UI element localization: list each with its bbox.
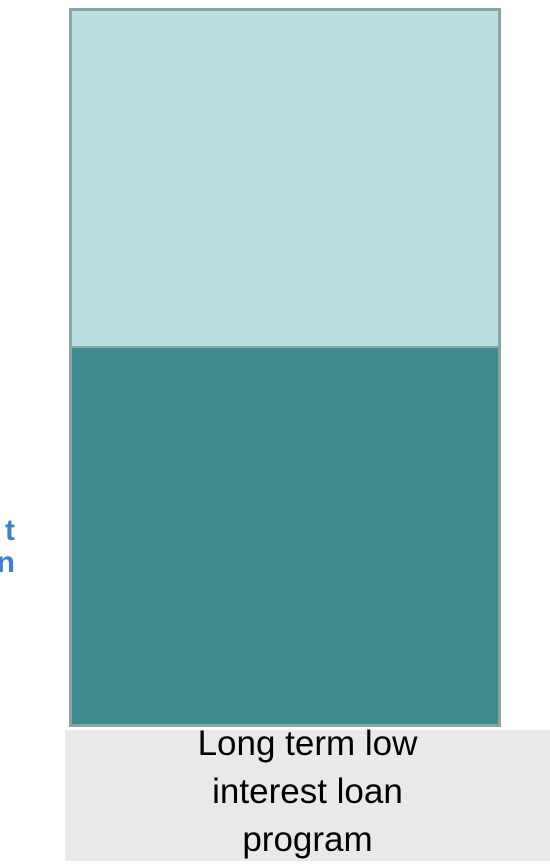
cropped-label: t n <box>0 515 15 579</box>
cropped-label-line-1: t <box>5 514 15 547</box>
category-label-box: Long term low interest loan program <box>65 724 550 861</box>
cropped-label-line-2: n <box>0 546 15 579</box>
category-label: Long term low interest loan program <box>197 723 418 859</box>
bar-segment-bottom <box>69 346 501 727</box>
bar-segment-top <box>69 8 501 348</box>
stacked-bar <box>69 8 501 727</box>
